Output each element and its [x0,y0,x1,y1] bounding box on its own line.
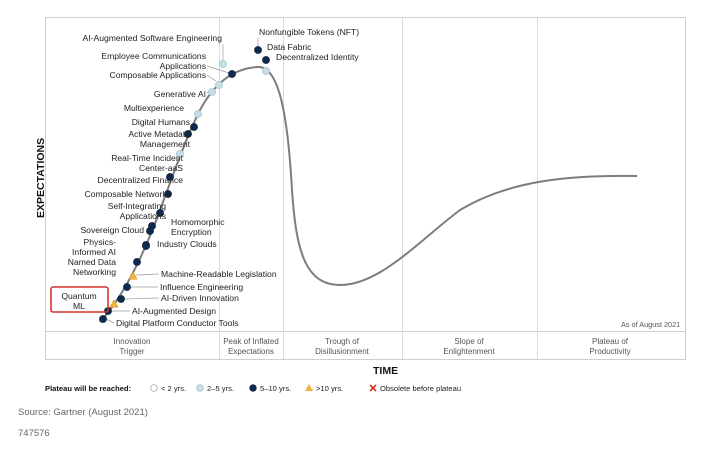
tech-label-employee-communications-applications: Employee Communications Applications [101,51,206,71]
marker-digital-platform-conductor-tools [99,315,107,323]
marker-employee-communications-applications [228,70,236,78]
leader-line [206,74,217,82]
phase-label: Slope of Enlightenment [443,337,495,356]
tech-label-ai-augmented-design: AI-Augmented Design [132,306,216,316]
legend-item-obsolete-before-plateau: Obsolete before plateau [369,384,461,393]
tech-label-real-time-incident-center-aas: Real-Time Incident Center-aaS [111,153,183,173]
tech-label-sovereign-cloud: Sovereign Cloud [80,225,144,235]
leader-line [105,318,115,324]
phase-label: Innovation Trigger [114,337,151,356]
marker-multiexperience [194,110,202,118]
marker-active-metadata-management [184,130,192,138]
technology-markers [99,46,270,323]
marker-ai-augmented-software-engineering [219,60,227,68]
tech-label-quantum-ml: Quantum ML [61,291,96,311]
marker-real-time-incident-center-aas [176,150,184,158]
marker-self-integrating-applications [156,209,164,217]
marker-industry-clouds [142,242,150,250]
leader-line [206,65,230,74]
plot-frame [45,17,686,360]
leader-line [135,273,160,276]
legend-symbol [150,384,158,392]
legend-item-5-10-yrs: 5–10 yrs. [249,384,291,393]
tech-label-ai-augmented-software-engineering: AI-Augmented Software Engineering [83,33,223,43]
x-axis-title: TIME [373,365,398,377]
tech-label-physics-informed-ai: Physics-Informed AI [72,237,116,257]
tech-label-named-data-networking: Named Data Networking [68,257,116,277]
tech-label-composable-applications: Composable Applications [110,70,207,80]
tech-label-data-fabric: Data Fabric [267,42,312,52]
tech-label-digital-platform-conductor-tools: Digital Platform Conductor Tools [116,318,239,328]
marker-decentralized-finance [166,173,174,181]
legend-label: 5–10 yrs. [260,384,291,393]
legend-symbol [369,384,377,392]
tech-label-homomorphic-encryption: Homomorphic Encryption [171,217,225,237]
technology-labels: AI-Augmented Software Engineering Nonfung… [61,27,359,328]
tech-label-digital-humans: Digital Humans [132,117,190,127]
y-axis-title: EXPECTATIONS [35,138,47,218]
tech-label-decentralized-finance: Decentralized Finance [97,175,183,185]
marker-influence-engineering [123,283,131,291]
marker-machine-readable-legislation [128,271,138,280]
legend-title: Plateau will be reached: [45,384,131,393]
tech-label-active-metadata-management: Active Metadata Management [128,129,190,149]
legend-item-2-5-yrs: 2–5 yrs. [196,384,234,393]
marker-digital-humans [190,123,198,131]
marker-named-data-networking [133,258,141,266]
legend: Plateau will be reached: < 2 yrs. 2–5 yrs… [45,384,461,393]
leader-line [123,297,160,300]
phase-labels: Innovation Trigger Peak of Inflated Expecta… [114,337,631,356]
tech-label-decentralized-identity: Decentralized Identity [276,52,359,62]
as-of-note: As of August 2021 [621,320,680,329]
marker-sovereign-cloud [146,227,154,235]
tech-label-composable-networks: Composable Networks [85,189,171,199]
source-note: Source: Gartner (August 2021) [18,407,148,418]
legend-symbol [249,384,257,392]
legend-symbol [196,384,204,392]
phase-label: Peak of Inflated Expectations [223,337,279,356]
legend-item-10-yrs: >10 yrs. [305,384,343,393]
tech-label-ai-driven-innovation: AI-Driven Innovation [161,293,239,303]
phase-label: Trough of Disillusionment [315,337,370,356]
marker-composable-applications [215,81,223,89]
legend-item-2-yrs: < 2 yrs. [150,384,186,393]
marker-data-fabric [262,56,270,64]
legend-label: 2–5 yrs. [207,384,234,393]
legend-label: >10 yrs. [316,384,343,393]
tech-label-influence-engineering: Influence Engineering [160,282,243,292]
marker-ai-driven-innovation [117,295,125,303]
tech-label-industry-clouds: Industry Clouds [157,239,217,249]
legend-items: < 2 yrs. 2–5 yrs. 5–10 yrs. >10 yrs. Obsolet… [150,384,461,393]
marker-composable-networks [164,190,172,198]
highlight-box-quantum-ml [50,286,109,313]
marker-decentralized-identity [262,67,270,75]
tech-label-self-integrating-applications: Self-Integrating Applications [108,201,167,221]
hype-cycle-chart: EXPECTATIONS TIME As of August 2021 Inno… [35,17,686,393]
marker-generative-ai [208,88,216,96]
phase-label: Plateau of Productivity [589,337,630,356]
tech-label-machine-readable-legislation: Machine-Readable Legislation [161,269,277,279]
legend-label: Obsolete before plateau [380,384,461,393]
legend-label: < 2 yrs. [161,384,186,393]
tech-label-nonfungible-tokens-nft: Nonfungible Tokens (NFT) [259,27,359,37]
tech-label-generative-ai: Generative AI [154,89,206,99]
marker-quantum-ml [109,299,119,308]
legend-symbol [305,384,313,391]
tech-label-multiexperience: Multiexperience [124,103,184,113]
marker-nonfungible-tokens-nft [254,46,262,54]
figure-id: 747576 [18,428,50,439]
